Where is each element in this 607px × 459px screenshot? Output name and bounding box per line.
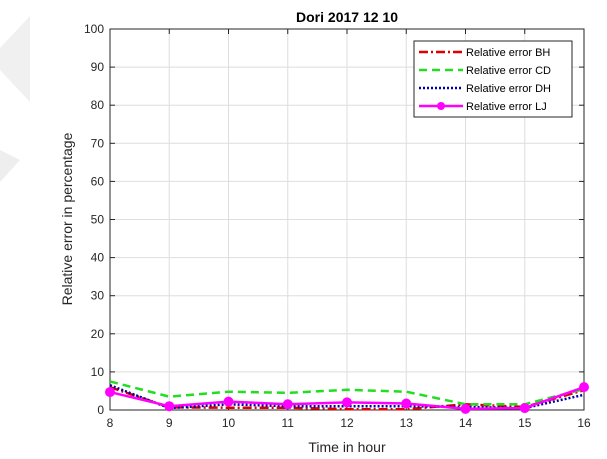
y-tick-label: 70 — [91, 136, 105, 150]
y-axis-label: Relative error in percentage — [59, 132, 75, 305]
chart-title: Dori 2017 12 10 — [296, 9, 398, 25]
y-tick-label: 100 — [84, 22, 104, 36]
data-point — [402, 399, 411, 408]
data-point — [520, 404, 529, 413]
y-tick-label: 10 — [91, 365, 105, 379]
legend: Relative error BH Relative error CD Relati… — [414, 41, 572, 117]
legend-marker — [437, 102, 445, 110]
x-tick-label: 8 — [107, 416, 114, 430]
y-tick-label: 90 — [91, 60, 105, 74]
x-tick-label: 15 — [518, 416, 532, 430]
data-point — [283, 400, 292, 409]
legend-label: Relative error BH — [466, 47, 550, 59]
legend-label: Relative error CD — [466, 65, 551, 77]
y-tick-label: 30 — [91, 289, 105, 303]
x-tick-label: 12 — [340, 416, 354, 430]
x-tick-label: 11 — [282, 416, 295, 430]
data-point — [343, 398, 352, 407]
y-tick-label: 80 — [91, 98, 105, 112]
data-point — [106, 388, 115, 397]
data-point — [580, 383, 589, 392]
y-tick-label: 60 — [91, 174, 105, 188]
y-tick-label: 40 — [91, 251, 105, 265]
x-tick-label: 10 — [222, 416, 236, 430]
legend-label: Relative error LJ — [466, 101, 547, 113]
x-tick-label: 16 — [577, 416, 591, 430]
data-point — [461, 404, 470, 413]
x-axis-label: Time in hour — [308, 439, 386, 455]
y-tick-label: 20 — [91, 327, 105, 341]
y-tick-label: 50 — [91, 213, 105, 227]
x-tick-label: 13 — [400, 416, 414, 430]
x-tick-label: 9 — [166, 416, 173, 430]
data-point — [165, 402, 174, 411]
x-tick-label: 14 — [459, 416, 473, 430]
legend-label: Relative error DH — [466, 83, 551, 95]
y-tick-label: 0 — [97, 403, 104, 417]
data-point — [224, 397, 233, 406]
